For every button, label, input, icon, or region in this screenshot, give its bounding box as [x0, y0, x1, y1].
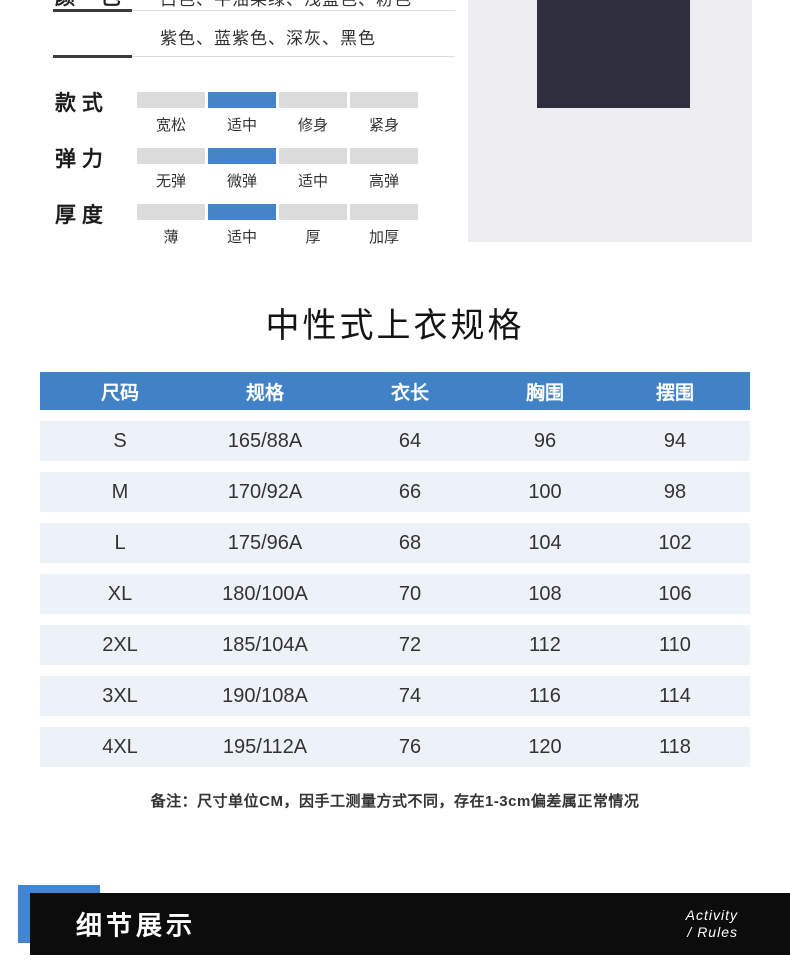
option-medium-selected: 适中 — [208, 204, 276, 247]
cell-hem: 98 — [663, 480, 687, 503]
product-shirt-image — [537, 0, 690, 108]
cell-hem: 106 — [658, 582, 692, 605]
attr-options-fit: 宽松 适中 修身 紧身 — [137, 92, 418, 135]
cell-spec: 190/108A — [222, 684, 308, 707]
cell-size: 3XL — [102, 684, 138, 707]
cell-chest: 116 — [529, 684, 561, 707]
label-underline — [53, 9, 132, 12]
option-bar — [137, 92, 205, 108]
cell-spec: 175/96A — [227, 531, 303, 554]
banner-activity-rules-label: Activity / Rules — [686, 907, 738, 941]
cell-spec: 170/92A — [227, 480, 303, 503]
option-bar-selected — [208, 204, 276, 220]
cell-hem: 114 — [659, 684, 691, 707]
option-tight: 紧身 — [350, 92, 418, 135]
attr-options-thickness: 薄 适中 厚 加厚 — [137, 204, 418, 247]
cell-length: 74 — [398, 684, 422, 707]
banner-tag-line2: / Rules — [687, 924, 738, 940]
header-hem: 摆围 — [655, 382, 694, 404]
color-list-line1: 白色、牛油果绿、浅蓝色、粉色 — [160, 0, 412, 10]
option-slim: 修身 — [279, 92, 347, 135]
cell-chest: 112 — [529, 633, 561, 656]
option-loose: 宽松 — [137, 92, 205, 135]
cell-chest: 100 — [528, 480, 562, 503]
cell-spec: 185/104A — [222, 633, 308, 656]
cell-hem: 102 — [658, 531, 692, 554]
option-bar-selected — [208, 148, 276, 164]
detail-section-banner: 细节展示 Activity / Rules — [30, 893, 790, 955]
cell-hem: 110 — [659, 633, 691, 656]
cell-size: 2XL — [102, 633, 138, 656]
color-attr-label: 颜 色 — [55, 0, 131, 10]
table-row: M 170/92A 66 100 98 — [40, 472, 750, 512]
option-bar — [279, 204, 347, 220]
cell-chest: 120 — [528, 735, 562, 758]
label-underline — [53, 55, 132, 58]
table-row: S 165/88A 64 96 94 — [40, 421, 750, 461]
cell-size: XL — [107, 582, 133, 605]
attr-label-thickness: 厚 度 — [55, 204, 103, 227]
color-list-line2: 紫色、蓝紫色、深灰、黑色 — [160, 29, 376, 48]
attr-label-stretch: 弹 力 — [55, 148, 103, 171]
option-bar — [279, 148, 347, 164]
option-high-stretch: 高弹 — [350, 148, 418, 191]
header-size: 尺码 — [100, 382, 139, 404]
cell-chest: 108 — [528, 582, 562, 605]
option-medium-stretch: 适中 — [279, 148, 347, 191]
option-bar — [350, 148, 418, 164]
option-thin: 薄 — [137, 204, 205, 247]
cell-hem: 94 — [663, 429, 687, 452]
measurement-note: 备注：尺寸单位CM，因手工测量方式不同，存在1-3cm偏差属正常情况 — [150, 793, 640, 810]
cell-size: M — [111, 480, 129, 503]
option-extra-thick: 加厚 — [350, 204, 418, 247]
cell-length: 68 — [398, 531, 422, 554]
header-spec: 规格 — [245, 382, 284, 404]
banner-title: 细节展示 — [76, 910, 197, 941]
cell-hem: 118 — [659, 735, 691, 758]
row-divider — [132, 10, 455, 11]
attr-row-thickness: 厚 度 薄 适中 厚 加厚 — [0, 204, 470, 252]
size-table-header: 尺码 规格 衣长 胸围 摆围 — [40, 372, 750, 410]
attr-options-stretch: 无弹 微弹 适中 高弹 — [137, 148, 418, 191]
attr-row-stretch: 弹 力 无弹 微弹 适中 高弹 — [0, 148, 470, 196]
cell-size: L — [114, 531, 126, 554]
option-no-stretch: 无弹 — [137, 148, 205, 191]
option-bar — [350, 204, 418, 220]
table-row: 3XL 190/108A 74 116 114 — [40, 676, 750, 716]
cell-length: 70 — [398, 582, 422, 605]
cell-chest: 96 — [533, 429, 557, 452]
row-divider — [132, 56, 455, 57]
table-row: 4XL 195/112A 76 120 118 — [40, 727, 750, 767]
option-thick: 厚 — [279, 204, 347, 247]
cell-spec: 165/88A — [227, 429, 303, 452]
cell-size: S — [113, 429, 127, 452]
cell-length: 76 — [398, 735, 422, 758]
option-bar — [137, 148, 205, 164]
option-bar-selected — [208, 92, 276, 108]
option-bar — [350, 92, 418, 108]
cell-length: 66 — [398, 480, 422, 503]
option-slight-stretch-selected: 微弹 — [208, 148, 276, 191]
table-row: 2XL 185/104A 72 112 110 — [40, 625, 750, 665]
size-table: 尺码 规格 衣长 胸围 摆围 S 165/88A 64 96 94 M 170/… — [40, 372, 750, 767]
attr-label-fit: 款 式 — [55, 92, 103, 115]
attr-row-fit: 款 式 宽松 适中 修身 紧身 — [0, 92, 470, 140]
header-chest: 胸围 — [525, 382, 564, 404]
cell-spec: 195/112A — [222, 735, 308, 758]
cell-length: 72 — [398, 633, 422, 656]
option-bar — [279, 92, 347, 108]
product-image-panel — [468, 0, 752, 242]
header-length: 衣长 — [390, 382, 429, 404]
cell-chest: 104 — [528, 531, 562, 554]
cell-length: 64 — [398, 429, 422, 452]
cell-size: 4XL — [102, 735, 138, 758]
table-row: XL 180/100A 70 108 106 — [40, 574, 750, 614]
option-regular-selected: 适中 — [208, 92, 276, 135]
cell-spec: 180/100A — [222, 582, 308, 605]
option-bar — [137, 204, 205, 220]
banner-tag-line1: Activity — [685, 907, 738, 923]
table-row: L 175/96A 68 104 102 — [40, 523, 750, 563]
size-chart-title: 中性式上衣规格 — [265, 307, 525, 345]
